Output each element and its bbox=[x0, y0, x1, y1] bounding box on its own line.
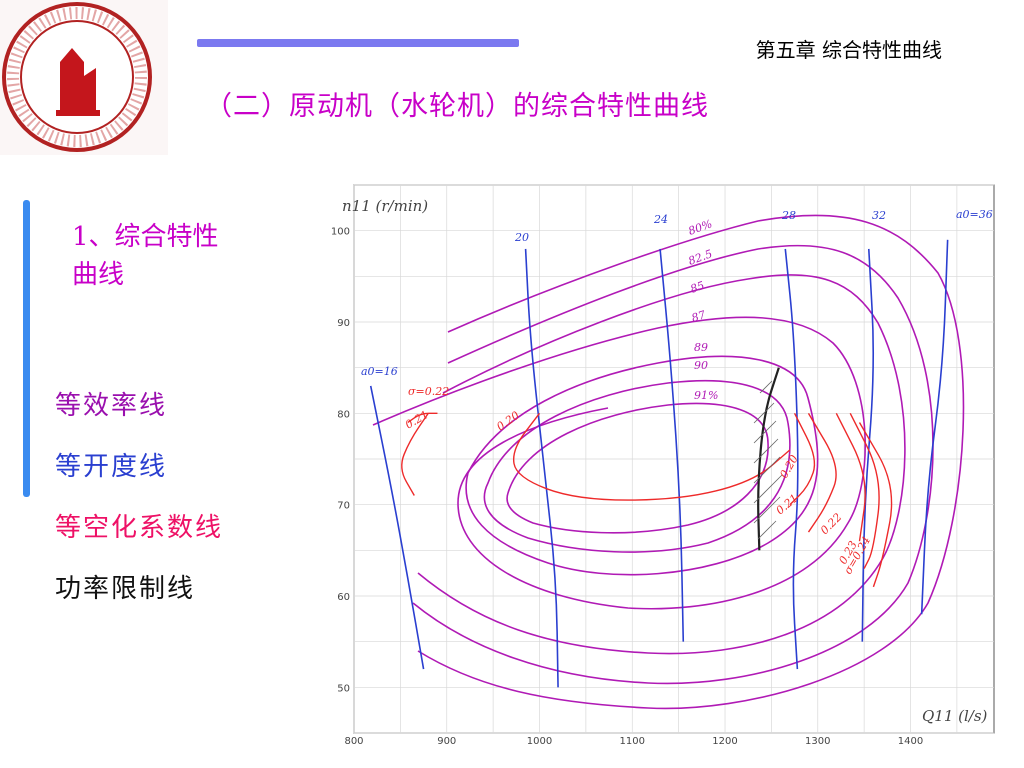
efficiency-contour bbox=[417, 274, 906, 655]
cavitation-line bbox=[858, 422, 893, 588]
characteristic-chart: 800 900 1000 1100 1200 1300 14005060708090100 … bbox=[331, 184, 995, 747]
efficiency-contour bbox=[483, 380, 791, 553]
y-tick-label: 90 bbox=[337, 318, 350, 329]
efficiency-label: 89 bbox=[694, 341, 708, 354]
cavitation-line bbox=[407, 412, 438, 424]
y-axis-label: n11 (r/min) bbox=[342, 197, 428, 215]
cavitation-line bbox=[835, 413, 866, 542]
cavitation-line bbox=[789, 413, 816, 506]
opening-label: 28 bbox=[781, 209, 796, 222]
legend-efficiency-lines: 等效率线 bbox=[55, 391, 168, 421]
x-tick-label: 900 bbox=[437, 736, 456, 747]
x-tick-label: 1300 bbox=[805, 736, 830, 747]
cavitation-line bbox=[849, 413, 880, 569]
efficiency-label: 85 bbox=[689, 279, 707, 296]
y-tick-label: 100 bbox=[331, 227, 350, 238]
opening-line bbox=[369, 385, 425, 670]
efficiency-label: 87 bbox=[690, 308, 707, 325]
efficiency-contour bbox=[506, 402, 769, 534]
x-axis-label: Q11 (l/s) bbox=[922, 707, 988, 725]
opening-line bbox=[920, 239, 949, 615]
opening-line bbox=[861, 248, 875, 642]
x-tick-label: 1000 bbox=[527, 736, 552, 747]
opening-line bbox=[659, 248, 685, 642]
side-accent-bar bbox=[23, 200, 30, 497]
y-tick-label: 50 bbox=[337, 683, 350, 694]
efficiency-label: 90 bbox=[694, 359, 708, 372]
efficiency-contour bbox=[417, 214, 965, 710]
y-tick-label: 60 bbox=[337, 592, 350, 603]
power-limit-line bbox=[757, 367, 780, 551]
opening-label: a0=36 bbox=[956, 208, 993, 221]
opening-label: 32 bbox=[872, 209, 886, 222]
legend-power-limit-line: 功率限制线 bbox=[55, 574, 196, 604]
page-title: （二）原动机（水轮机）的综合特性曲线 bbox=[205, 91, 709, 122]
cavitation-line bbox=[807, 412, 837, 533]
y-tick-label: 70 bbox=[337, 501, 350, 512]
efficiency-contour bbox=[412, 244, 934, 685]
cavitation-line bbox=[512, 412, 791, 501]
x-tick-label: 800 bbox=[344, 736, 363, 747]
y-tick-label: 80 bbox=[337, 409, 350, 420]
cavitation-line bbox=[401, 412, 429, 496]
opening-label: 20 bbox=[514, 231, 529, 244]
efficiency-contour bbox=[465, 355, 819, 576]
section-heading: 1、综合特性曲线 bbox=[72, 222, 219, 290]
opening-line bbox=[784, 248, 799, 670]
header-accent-bar bbox=[197, 39, 519, 47]
efficiency-label: 91% bbox=[694, 389, 718, 402]
x-tick-label: 1200 bbox=[712, 736, 737, 747]
legend-opening-lines: 等开度线 bbox=[55, 452, 168, 482]
x-tick-label: 1400 bbox=[898, 736, 923, 747]
efficiency-contour bbox=[372, 316, 866, 610]
power-limit-hatch bbox=[753, 380, 783, 540]
opening-label: 24 bbox=[653, 213, 668, 226]
legend-cavitation-lines: 等空化系数线 bbox=[55, 513, 224, 543]
university-logo bbox=[0, 0, 168, 155]
x-tick-label: 1100 bbox=[620, 736, 645, 747]
opening-label: a0=16 bbox=[361, 365, 398, 378]
chapter-label: 第五章 综合特性曲线 bbox=[755, 38, 942, 62]
cavitation-label: σ=0.22 bbox=[408, 385, 449, 398]
